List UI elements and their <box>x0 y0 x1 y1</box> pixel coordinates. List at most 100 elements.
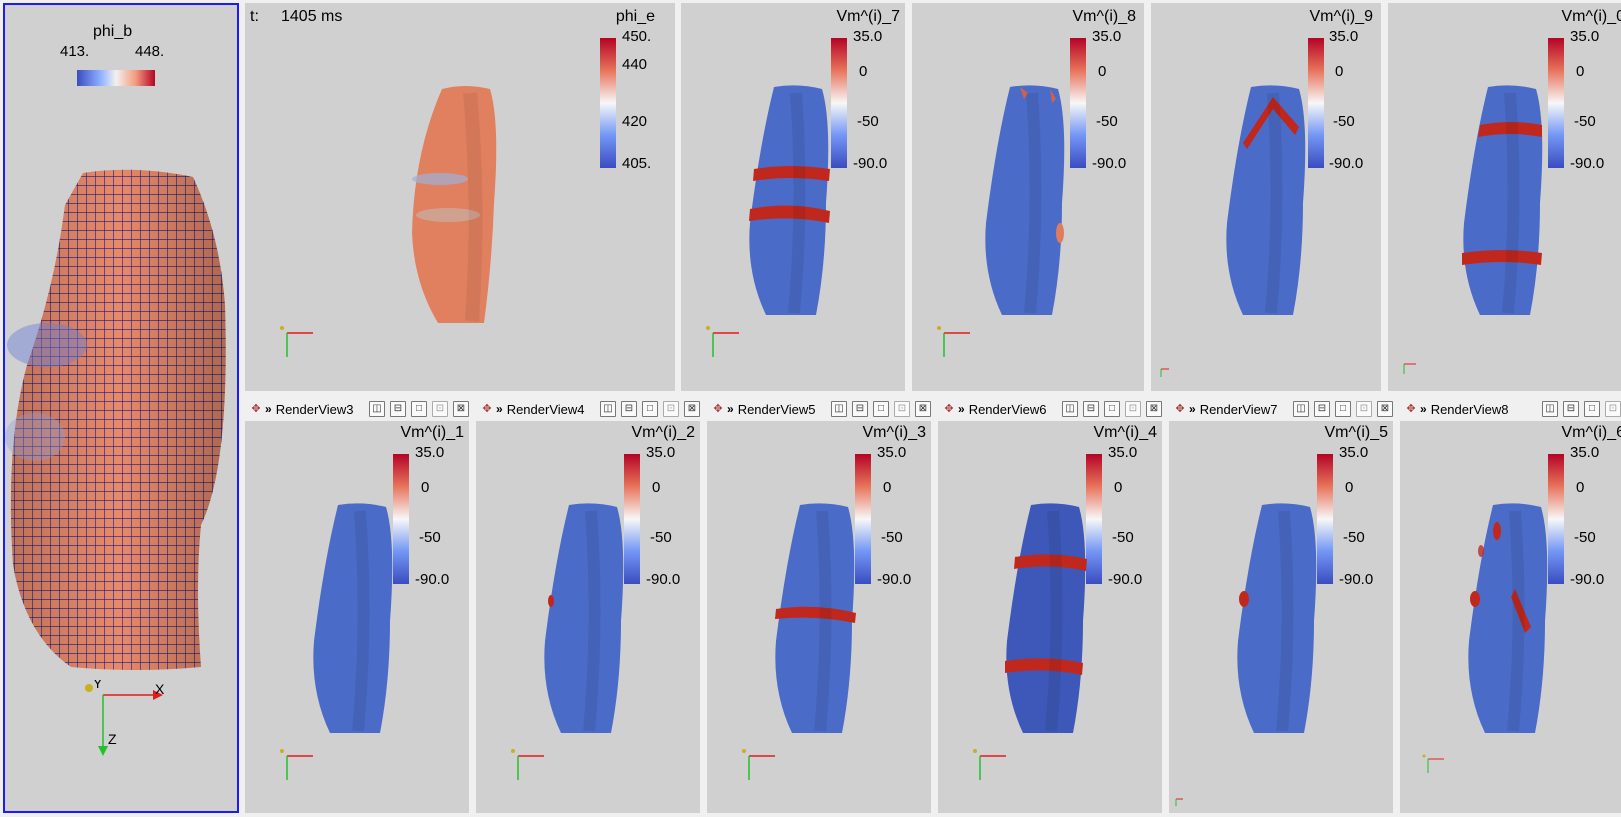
split-horizontal-icon[interactable]: ◫ <box>1293 401 1309 417</box>
capture-icon[interactable]: ⊡ <box>1356 401 1372 417</box>
phi-e-tick-3: 405. <box>622 155 652 172</box>
vm5-colorbar <box>1317 454 1333 584</box>
main-colorbar-max: 448. <box>135 43 165 60</box>
vm8-tick-3: -90.0 <box>1092 155 1127 172</box>
vm4-tick-3: -90.0 <box>1108 571 1143 588</box>
vm1-colorbar-title: Vm^(i)_1 <box>400 424 464 441</box>
main-colorbar-min: 413. <box>60 43 90 60</box>
chevron-right-icon[interactable]: » <box>1189 402 1196 416</box>
vm2-render-view[interactable]: Vm^(i)_2 35.0 0 -50 -90.0 <box>476 421 700 813</box>
vm7-render-view[interactable]: Vm^(i)_7 35.0 0 -50 -90.0 <box>681 3 905 391</box>
vm0-tick-2: -50 <box>1574 113 1596 130</box>
phi-e-colorbar-title: phi_e <box>615 8 655 25</box>
drag-handle-icon[interactable]: ✥ <box>251 403 261 415</box>
vm9-colorbar <box>1308 38 1324 168</box>
renderview5-title-bar[interactable]: ✥ » RenderView5 ◫ ⊟ □ ⊡ ⊠ <box>707 398 931 420</box>
vm0-colorbar-title: Vm^(i)_0 <box>1561 8 1621 25</box>
vm5-tick-3: -90.0 <box>1339 571 1374 588</box>
vm6-colorbar-title: Vm^(i)_6 <box>1561 424 1621 441</box>
vm1-axes <box>280 749 313 780</box>
drag-handle-icon[interactable]: ✥ <box>1175 403 1185 415</box>
maximize-icon[interactable]: □ <box>1584 401 1600 417</box>
close-icon[interactable]: ⊠ <box>1377 401 1393 417</box>
vm9-axes <box>1160 368 1169 377</box>
vm1-heart <box>313 503 393 733</box>
vm6-tick-3: -90.0 <box>1570 571 1605 588</box>
vm0-tick-0: 35.0 <box>1570 28 1600 45</box>
vm1-render-view[interactable]: Vm^(i)_1 35.0 0 -50 -90.0 <box>245 421 469 813</box>
vm0-heart <box>1462 85 1543 316</box>
close-icon[interactable]: ⊠ <box>1146 401 1162 417</box>
maximize-icon[interactable]: □ <box>642 401 658 417</box>
vm4-tick-1: 0 <box>1114 479 1123 496</box>
vm4-render-view[interactable]: Vm^(i)_4 35.0 0 -50 -90.0 <box>938 421 1162 813</box>
vm4-heart <box>1005 503 1087 733</box>
vm3-colorbar-title: Vm^(i)_3 <box>862 424 926 441</box>
capture-icon[interactable]: ⊡ <box>894 401 910 417</box>
vm9-heart <box>1226 85 1306 316</box>
renderview3-title-bar[interactable]: ✥ » RenderView3 ◫ ⊟ □ ⊡ ⊠ <box>245 398 469 420</box>
split-vertical-icon[interactable]: ⊟ <box>1083 401 1099 417</box>
drag-handle-icon[interactable]: ✥ <box>944 403 954 415</box>
capture-icon[interactable]: ⊡ <box>663 401 679 417</box>
renderview4-title-bar[interactable]: ✥ » RenderView4 ◫ ⊟ □ ⊡ ⊠ <box>476 398 700 420</box>
split-horizontal-icon[interactable]: ◫ <box>1542 401 1558 417</box>
capture-icon[interactable]: ⊡ <box>432 401 448 417</box>
split-vertical-icon[interactable]: ⊟ <box>852 401 868 417</box>
phi-e-tick-0: 450. <box>622 28 652 45</box>
vm3-render-view[interactable]: Vm^(i)_3 35.0 0 -50 -90.0 <box>707 421 931 813</box>
vm0-tick-1: 0 <box>1576 63 1585 80</box>
phi-e-render-view[interactable]: t: 1405 ms phi_e 450. 440 420 405. <box>245 3 675 391</box>
vm5-render-view[interactable]: Vm^(i)_5 35.0 0 -50 -90.0 <box>1169 421 1393 813</box>
vm6-render-view[interactable]: Vm^(i)_6 35.0 0 -50 -90.0 <box>1400 421 1621 813</box>
split-horizontal-icon[interactable]: ◫ <box>369 401 385 417</box>
vm8-tick-0: 35.0 <box>1092 28 1122 45</box>
vm8-tick-1: 0 <box>1098 63 1107 80</box>
phi-e-heart <box>412 86 497 323</box>
renderview4-label: RenderView4 <box>506 401 585 417</box>
main-render-view[interactable]: phi_b 413. 448. Y X Z <box>3 3 239 813</box>
maximize-icon[interactable]: □ <box>1104 401 1120 417</box>
vm9-render-view[interactable]: Vm^(i)_9 35.0 0 -50 -90.0 <box>1151 3 1381 391</box>
time-prefix: t: <box>250 8 259 25</box>
vm4-tick-2: -50 <box>1112 529 1134 546</box>
drag-handle-icon[interactable]: ✥ <box>1406 403 1416 415</box>
renderview8-title-bar[interactable]: ✥ » RenderView8 ◫ ⊟ □ ⊡ <box>1400 398 1621 420</box>
split-horizontal-icon[interactable]: ◫ <box>600 401 616 417</box>
close-icon[interactable]: ⊠ <box>453 401 469 417</box>
vm5-axes <box>1175 798 1183 806</box>
maximize-icon[interactable]: □ <box>873 401 889 417</box>
vm5-heart <box>1237 503 1317 733</box>
chevron-right-icon[interactable]: » <box>727 402 734 416</box>
chevron-right-icon[interactable]: » <box>265 402 272 416</box>
main-colorbar <box>77 70 155 86</box>
chevron-right-icon[interactable]: » <box>1420 402 1427 416</box>
capture-icon[interactable]: ⊡ <box>1605 401 1621 417</box>
split-vertical-icon[interactable]: ⊟ <box>1314 401 1330 417</box>
vm7-axes <box>706 326 739 357</box>
split-vertical-icon[interactable]: ⊟ <box>390 401 406 417</box>
chevron-right-icon[interactable]: » <box>958 402 965 416</box>
vm7-tick-1: 0 <box>859 63 868 80</box>
maximize-icon[interactable]: □ <box>1335 401 1351 417</box>
vm9-tick-1: 0 <box>1335 63 1344 80</box>
vm0-render-view[interactable]: Vm^(i)_0 35.0 0 -50 -90.0 <box>1388 3 1621 391</box>
split-vertical-icon[interactable]: ⊟ <box>621 401 637 417</box>
split-horizontal-icon[interactable]: ◫ <box>1062 401 1078 417</box>
capture-icon[interactable]: ⊡ <box>1125 401 1141 417</box>
renderview6-title-bar[interactable]: ✥ » RenderView6 ◫ ⊟ □ ⊡ ⊠ <box>938 398 1162 420</box>
vm1-tick-3: -90.0 <box>415 571 450 588</box>
vm8-render-view[interactable]: Vm^(i)_8 35.0 0 -50 -90.0 <box>912 3 1144 391</box>
renderview7-title-bar[interactable]: ✥ » RenderView7 ◫ ⊟ □ ⊡ ⊠ <box>1169 398 1393 420</box>
drag-handle-icon[interactable]: ✥ <box>713 403 723 415</box>
chevron-right-icon[interactable]: » <box>496 402 503 416</box>
split-vertical-icon[interactable]: ⊟ <box>1563 401 1579 417</box>
close-icon[interactable]: ⊠ <box>915 401 931 417</box>
split-horizontal-icon[interactable]: ◫ <box>831 401 847 417</box>
maximize-icon[interactable]: □ <box>411 401 427 417</box>
time-readout: 1405 ms <box>281 8 343 25</box>
close-icon[interactable]: ⊠ <box>684 401 700 417</box>
drag-handle-icon[interactable]: ✥ <box>482 403 492 415</box>
vm5-tick-1: 0 <box>1345 479 1354 496</box>
main-orientation-axes: Y X Z <box>85 680 165 756</box>
